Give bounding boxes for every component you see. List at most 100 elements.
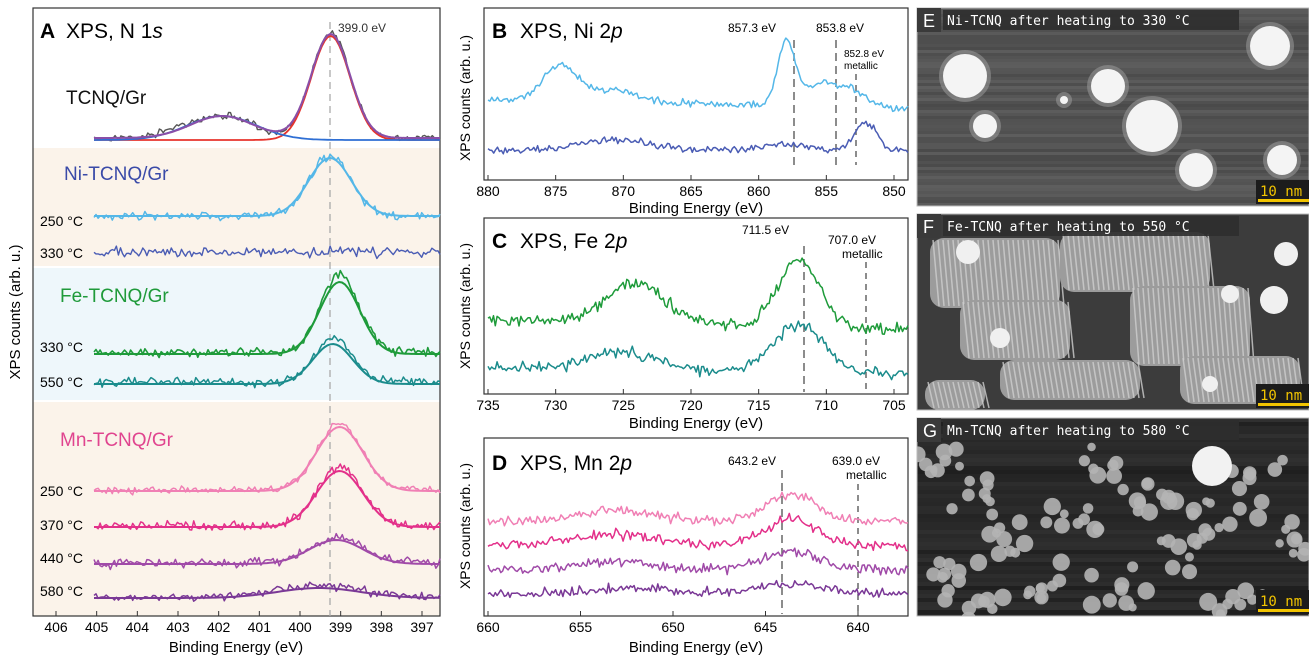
peak-label: 399.0 eV xyxy=(338,21,386,35)
mn-250-spectrum xyxy=(487,491,909,527)
ni-330-trace xyxy=(93,245,441,260)
tcnq-fit-sum xyxy=(94,32,440,139)
stm-island-stripe xyxy=(952,239,960,307)
stm-cluster xyxy=(1091,69,1125,103)
panel-e-scale-bar xyxy=(1258,199,1309,202)
panel-g-letter-box xyxy=(917,418,941,442)
stm-scanline xyxy=(917,140,1309,143)
stm-island-stripe xyxy=(937,381,945,409)
stm-scanline xyxy=(917,506,1309,510)
panel-d: D XPS, Mn 2p 643.2 eV 639.0 eV metallic … xyxy=(457,437,909,656)
stm-island-stripe xyxy=(952,381,960,409)
stm-grain xyxy=(1117,483,1129,496)
stm-island-stripe xyxy=(1132,361,1140,399)
stm-island-stripe xyxy=(1102,233,1110,291)
stm-grain xyxy=(941,584,955,598)
panel-g-letter: G xyxy=(923,421,937,441)
stm-grain xyxy=(1109,455,1124,470)
stm-grain xyxy=(1214,522,1224,533)
stm-island-stripe xyxy=(977,381,985,409)
ni-250-spectrum xyxy=(487,37,909,113)
stm-island-stripe xyxy=(927,381,935,409)
panel-e-scale-label: 10 nm xyxy=(1260,184,1302,200)
stm-island-stripe xyxy=(1072,361,1080,399)
stm-island-stripe xyxy=(1142,287,1150,365)
stm-scanline xyxy=(917,119,1309,122)
stm-grain xyxy=(1275,539,1284,548)
stm-island-stripe xyxy=(1152,233,1160,291)
stm-island-stripe xyxy=(1097,361,1105,399)
stm-grain xyxy=(1102,593,1117,608)
stm-island-stripe xyxy=(1037,361,1045,399)
stm-scanline xyxy=(917,59,1309,62)
stm-island-stripe xyxy=(1047,361,1055,399)
stm-island-stripe xyxy=(1132,287,1140,365)
panel-e-caption-box xyxy=(943,10,1239,30)
panel-c-ann-707: 707.0 eV xyxy=(828,233,876,247)
group-label-fe: Fe-TCNQ/Gr xyxy=(60,286,169,307)
panel-d-ann-639: 639.0 eV xyxy=(832,454,880,468)
mn-370-fit xyxy=(94,469,440,528)
stm-grain xyxy=(1015,534,1034,553)
stm-scanline xyxy=(917,518,1309,522)
stm-island-stripe xyxy=(1122,361,1130,399)
panel-c-tick-label: 720 xyxy=(679,397,703,413)
stm-grain xyxy=(1225,588,1241,605)
stm-grain xyxy=(1199,592,1218,611)
stm-grain xyxy=(1078,455,1091,467)
stm-island-stripe xyxy=(997,239,1005,307)
stm-island-stripe xyxy=(1167,233,1175,291)
stm-scanline xyxy=(917,197,1309,200)
tcnq-trace xyxy=(93,30,441,142)
stm-scanline xyxy=(917,526,1309,530)
stm-island-stripe xyxy=(1002,361,1010,399)
stm-scanline xyxy=(917,522,1309,526)
mn-250-fit xyxy=(94,425,440,492)
stm-scanline xyxy=(917,450,1309,454)
stm-grain xyxy=(1186,508,1199,521)
stm-scanline xyxy=(917,128,1309,131)
panel-f-frame xyxy=(916,213,1309,411)
panel-a-xlabel: Binding Energy (eV) xyxy=(169,639,303,656)
panel-b-tick-label: 880 xyxy=(476,183,500,199)
stm-island-stripe xyxy=(982,239,990,307)
panel-c-ann-711: 711.5 eV xyxy=(742,223,789,237)
stm-grain xyxy=(986,508,999,521)
stm-grain xyxy=(1088,463,1099,474)
stm-grain xyxy=(990,545,1008,563)
panel-b-ann-852: 852.8 eV xyxy=(844,49,884,60)
stm-island-stripe xyxy=(1007,239,1015,307)
panel-a-traces xyxy=(93,30,441,602)
stm-grain xyxy=(1082,503,1094,514)
stm-island-stripe xyxy=(982,381,990,409)
stm-island-stripe xyxy=(1217,287,1225,365)
temp-label-fe-330: 330 °C xyxy=(40,339,83,355)
stm-grain xyxy=(1253,493,1270,510)
mn-440-fit xyxy=(94,538,440,565)
stm-island-stripe xyxy=(1062,233,1070,291)
panel-d-ticks: 660 655 650 645 640 xyxy=(476,611,870,635)
stm-cluster xyxy=(973,114,997,138)
panel-b-tick-label: 850 xyxy=(882,183,906,199)
stm-island-stripe xyxy=(967,301,975,359)
stm-scanline xyxy=(917,546,1309,550)
stm-scanline xyxy=(917,590,1309,594)
stm-island-stripe xyxy=(962,301,970,359)
stm-scanline xyxy=(917,510,1309,514)
stm-island-stripe xyxy=(957,381,965,409)
stm-grain xyxy=(948,441,964,457)
stm-grain xyxy=(993,522,1006,534)
stm-island-stripe xyxy=(937,239,945,307)
panel-b-ann-metallic: metallic xyxy=(844,61,878,72)
stm-island-stripe xyxy=(1077,361,1085,399)
stm-scanline xyxy=(917,113,1309,116)
panel-c-tick-label: 705 xyxy=(882,397,906,413)
stm-island-stripe xyxy=(962,381,970,409)
panel-d-ann-metallic: metallic xyxy=(846,468,887,482)
stm-grain xyxy=(1040,516,1053,529)
stm-island-stripe xyxy=(1022,361,1030,399)
stm-island-stripe xyxy=(1077,233,1085,291)
stm-grain xyxy=(994,588,1012,607)
stm-scanline xyxy=(917,446,1309,450)
panel-a-tick-label: 405 xyxy=(85,619,109,635)
